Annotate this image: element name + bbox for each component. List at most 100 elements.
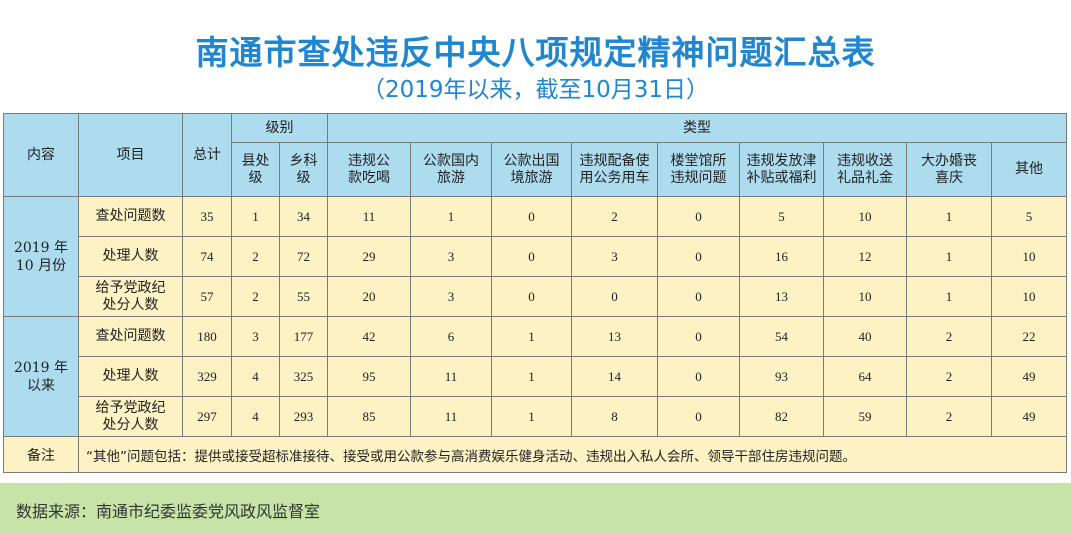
header-category: 公款出国境旅游: [491, 142, 572, 197]
cell-category-value: 0: [491, 276, 572, 317]
cell-category-value: 13: [739, 276, 824, 317]
cell-category-value: 11: [327, 196, 411, 237]
cell-category-value: 85: [327, 396, 411, 437]
cell-category-value: 1: [410, 196, 492, 237]
cell-town: 34: [279, 196, 328, 237]
cell-town: 72: [279, 236, 328, 277]
cell-town: 177: [279, 316, 328, 357]
cell-category-value: 0: [657, 276, 740, 317]
cell-category-value: 0: [657, 236, 740, 277]
row-item-label: 查处问题数: [78, 316, 183, 357]
cell-county: 1: [231, 196, 280, 237]
summary-table: 内容 项目 总计 级别 类型 县处级 乡科级 违规公款吃喝 公款国内旅游 公款出国境…: [3, 113, 1067, 473]
cell-category-value: 5: [739, 196, 824, 237]
header-type: 类型: [327, 113, 1067, 143]
cell-category-value: 1: [906, 196, 992, 237]
table-row: 处理人数 74 2 72 29 3 0 3 0 16 12 1 10: [4, 236, 1067, 277]
note-label: 备注: [3, 436, 79, 473]
cell-town: 325: [279, 356, 328, 397]
cell-category-value: 14: [571, 356, 658, 397]
cell-total: 180: [182, 316, 232, 357]
table-row: 2019 年 以来 查处问题数 180 3 177 42 6 1 13 0 54 40 2 22: [3, 316, 1067, 437]
header-category: 大办婚丧喜庆: [906, 142, 992, 197]
cell-category-value: 10: [823, 196, 907, 237]
cell-category-value: 29: [327, 236, 411, 277]
page-title: 南通市查处违反中央八项规定精神问题汇总表: [195, 33, 876, 72]
cell-total: 297: [182, 396, 232, 437]
cell-category-value: 12: [823, 236, 907, 277]
cell-category-value: 64: [823, 356, 907, 397]
header-category: 违规配备使用公务用车: [571, 142, 658, 197]
note-text: “其他”问题包括：提供或接受超标准接待、接受或用公款参与高消费娱乐健身活动、违规…: [78, 436, 1067, 473]
source-text: 数据来源：南通市纪委监委党风政风监督室: [16, 502, 321, 521]
cell-category-value: 59: [823, 396, 907, 437]
row-item-label: 处理人数: [78, 236, 183, 277]
cell-town: 293: [279, 396, 328, 437]
header-item: 项目: [78, 113, 183, 197]
cell-category-value: 1: [906, 276, 992, 317]
header-category: 公款国内旅游: [410, 142, 492, 197]
row-item-label: 查处问题数: [78, 196, 183, 237]
cell-category-value: 22: [991, 316, 1067, 357]
cell-total: 57: [182, 276, 232, 317]
cell-category-value: 93: [739, 356, 824, 397]
header-level: 级别: [231, 113, 328, 143]
cell-category-value: 0: [571, 276, 658, 317]
cell-category-value: 2: [571, 196, 658, 237]
cell-category-value: 2: [906, 316, 992, 357]
cell-category-value: 1: [491, 316, 572, 357]
cell-category-value: 1: [491, 396, 572, 437]
cell-category-value: 0: [657, 196, 740, 237]
cell-category-value: 0: [657, 356, 740, 397]
cell-category-value: 2: [906, 356, 992, 397]
header-category: 违规发放津补贴或福利: [739, 142, 824, 197]
cell-county: 4: [231, 356, 280, 397]
cell-category-value: 20: [327, 276, 411, 317]
cell-total: 329: [182, 356, 232, 397]
table-row: 给予党政纪处分人数 297 4 293 85 11 1 8 0 82 59 2 49: [4, 396, 1067, 437]
table-row: 给予党政纪处分人数 57 2 55 20 3 0 0 0 13 10 1 10: [4, 276, 1067, 317]
cell-category-value: 8: [571, 396, 658, 437]
cell-category-value: 11: [410, 356, 492, 397]
header-county-level: 县处级: [231, 142, 280, 197]
cell-category-value: 5: [991, 196, 1067, 237]
cell-category-value: 49: [991, 396, 1067, 437]
cell-category-value: 0: [491, 196, 572, 237]
cell-category-value: 0: [491, 236, 572, 277]
page-subtitle: （2019年以来，截至10月31日）: [361, 77, 710, 103]
header-town-level: 乡科级: [279, 142, 328, 197]
row-item-label: 给予党政纪处分人数: [78, 396, 183, 437]
cell-category-value: 95: [327, 356, 411, 397]
header-category: 违规收送礼品礼金: [823, 142, 907, 197]
cell-category-value: 49: [991, 356, 1067, 397]
cell-category-value: 82: [739, 396, 824, 437]
cell-category-value: 6: [410, 316, 492, 357]
header-total: 总计: [182, 113, 232, 197]
row-item-label: 给予党政纪处分人数: [78, 276, 183, 317]
cell-category-value: 2: [906, 396, 992, 437]
cell-county: 2: [231, 276, 280, 317]
table-row: 2019 年 10 月份 查处问题数 35 1 34 11 1 0 2 0 5 10 1 5: [3, 196, 1067, 317]
cell-category-value: 3: [410, 236, 492, 277]
header-content: 内容: [3, 113, 79, 197]
cell-category-value: 0: [657, 316, 740, 357]
table-row: 处理人数 329 4 325 95 11 1 14 0 93 64 2 49: [4, 356, 1067, 397]
cell-category-value: 13: [571, 316, 658, 357]
cell-category-value: 3: [410, 276, 492, 317]
cell-category-value: 1: [491, 356, 572, 397]
cell-category-value: 10: [991, 276, 1067, 317]
cell-county: 3: [231, 316, 280, 357]
cell-total: 35: [182, 196, 232, 237]
cell-town: 55: [279, 276, 328, 317]
row-item-label: 处理人数: [78, 356, 183, 397]
period-label: 2019 年 以来: [3, 316, 79, 437]
cell-category-value: 3: [571, 236, 658, 277]
period-label: 2019 年 10 月份: [3, 196, 79, 317]
cell-county: 2: [231, 236, 280, 277]
source-bar: 数据来源：南通市纪委监委党风政风监督室: [0, 483, 1071, 534]
cell-category-value: 1: [906, 236, 992, 277]
cell-category-value: 0: [657, 396, 740, 437]
cell-category-value: 11: [410, 396, 492, 437]
cell-category-value: 54: [739, 316, 824, 357]
cell-category-value: 10: [991, 236, 1067, 277]
